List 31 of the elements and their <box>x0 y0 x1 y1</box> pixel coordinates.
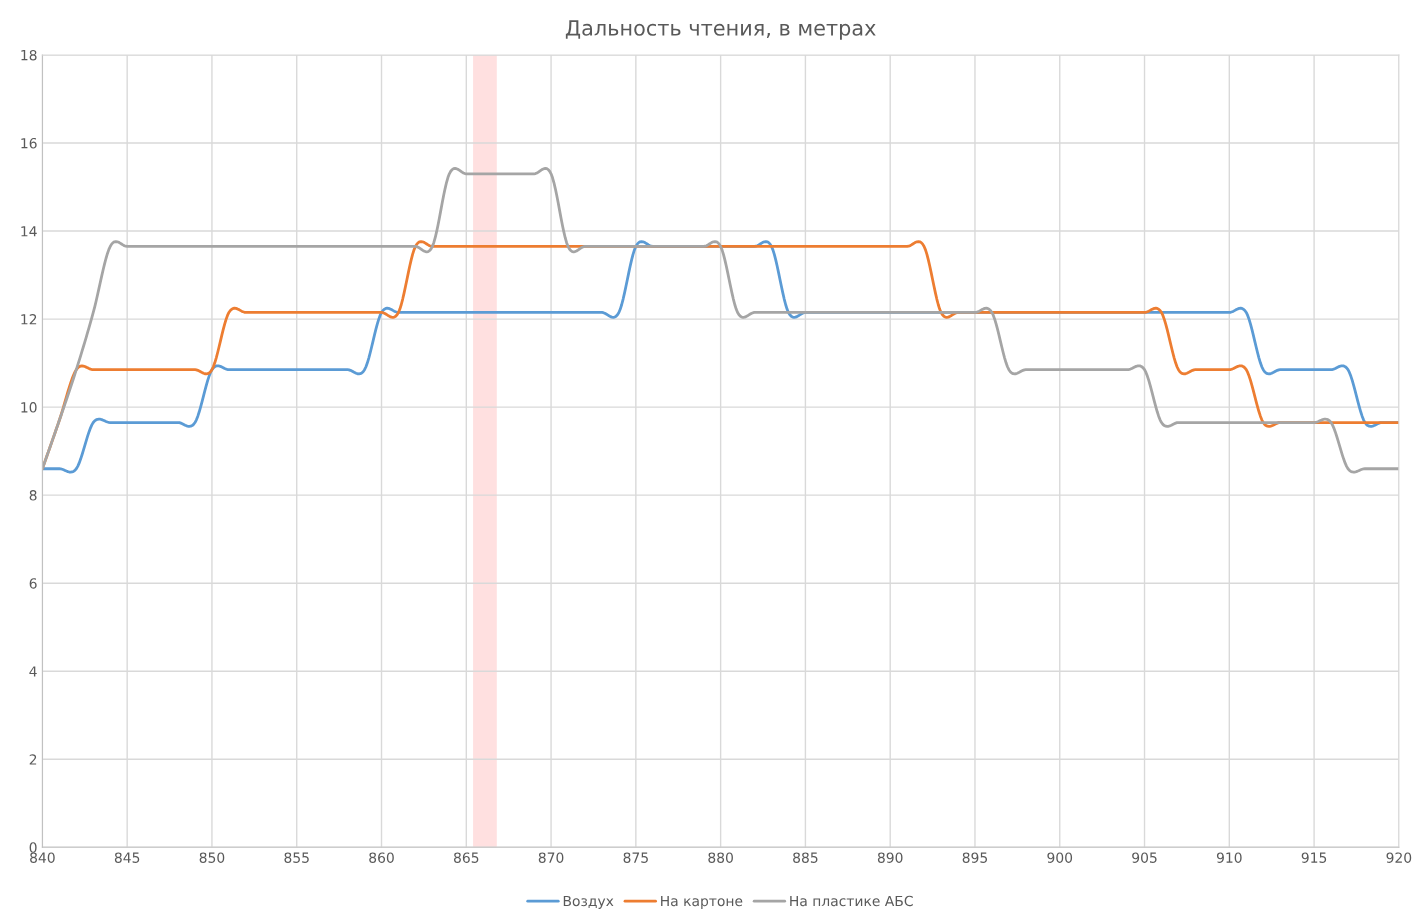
y-tick-label: 16 <box>21 137 37 149</box>
y-tick-label: 0 <box>29 842 37 853</box>
x-tick-label: 900 <box>1047 852 1073 863</box>
x-tick-label: 920 <box>1386 852 1412 863</box>
chart-title: Дальность чтения, в метрах <box>565 20 876 40</box>
x-tick-label: 885 <box>793 852 818 863</box>
x-tick-label: 865 <box>453 852 479 863</box>
y-tick-label: 4 <box>29 666 37 677</box>
x-tick-label: 915 <box>1301 852 1327 863</box>
y-tick-label: 12 <box>21 314 37 325</box>
y-tick-label: 10 <box>21 402 37 413</box>
x-tick-label: 880 <box>708 852 733 863</box>
x-tick-label: 840 <box>30 852 55 863</box>
legend-label: На пластике АБС <box>790 895 913 907</box>
x-tick-label: 855 <box>284 852 309 863</box>
x-tick-label: 875 <box>623 852 648 863</box>
x-tick-label: 910 <box>1216 852 1242 863</box>
x-tick-label: 905 <box>1132 852 1157 863</box>
y-tick-label: 14 <box>21 226 37 237</box>
y-tick-label: 2 <box>29 754 37 765</box>
x-tick-label: 890 <box>877 852 903 863</box>
x-tick-label: 860 <box>369 852 394 863</box>
y-tick-label: 18 <box>21 49 37 61</box>
y-tick-label: 8 <box>29 490 37 501</box>
x-tick-label: 845 <box>114 852 140 863</box>
x-tick-label: 870 <box>538 852 564 863</box>
y-tick-label: 6 <box>29 578 37 589</box>
legend-label: Воздух <box>563 895 614 909</box>
legend-label: На картоне <box>661 895 743 909</box>
x-tick-label: 850 <box>199 852 225 863</box>
x-tick-label: 895 <box>962 852 988 863</box>
